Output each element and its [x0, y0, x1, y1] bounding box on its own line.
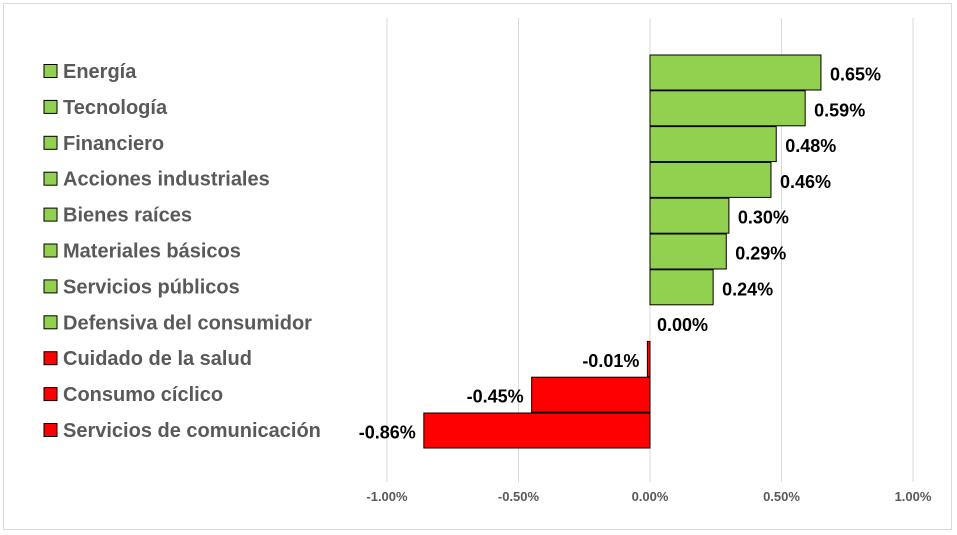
- bar-10: [423, 412, 651, 449]
- value-label-0: 0.65%: [830, 65, 881, 85]
- x-tick-label-3: 0.50%: [763, 489, 800, 504]
- value-label-2: 0.48%: [785, 136, 836, 156]
- legend-swatch-8: [43, 351, 58, 366]
- legend: Energía Tecnología Financiero Acciones indu…: [43, 61, 321, 442]
- legend-label-4: Bienes raíces: [63, 205, 192, 227]
- legend-swatch-6: [43, 279, 58, 294]
- x-tick-label-0: -1.00%: [366, 489, 408, 504]
- value-label-4: 0.30%: [738, 208, 789, 228]
- x-tick-label-1: -0.50%: [498, 489, 540, 504]
- bar-0: [649, 54, 822, 91]
- bar-1: [649, 90, 806, 127]
- bar-2: [649, 126, 777, 163]
- legend-swatch-4: [43, 207, 58, 222]
- bar-6: [649, 269, 714, 306]
- legend-swatch-5: [43, 243, 58, 258]
- legend-swatch-1: [43, 99, 58, 114]
- bar-8: [646, 340, 651, 377]
- legend-swatch-7: [43, 315, 58, 330]
- x-tick-label-2: 0.00%: [632, 489, 669, 504]
- legend-swatch-0: [43, 64, 58, 78]
- x-tick-label-4: 1.00%: [895, 489, 932, 504]
- x-axis-ticks: -1.00% -0.50% 0.00% 0.50% 1.00%: [366, 489, 931, 504]
- value-label-8: -0.01%: [582, 351, 639, 371]
- legend-label-6: Servicios públicos: [63, 276, 240, 298]
- bars: [423, 54, 822, 449]
- legend-label-0: Energía: [63, 61, 137, 83]
- value-label-6: 0.24%: [722, 279, 773, 299]
- value-label-3: 0.46%: [780, 172, 831, 192]
- legend-swatch-9: [43, 387, 58, 402]
- value-label-7: 0.00%: [657, 315, 708, 335]
- legend-swatch-3: [43, 171, 58, 186]
- legend-label-7: Defensiva del consumidor: [63, 312, 312, 334]
- bar-9: [531, 376, 651, 413]
- value-labels: 0.65% 0.59% 0.48% 0.46% 0.30% 0.29% 0.24% 0.00%…: [359, 65, 881, 443]
- value-label-9: -0.45%: [467, 387, 524, 407]
- value-label-1: 0.59%: [814, 100, 865, 120]
- value-label-10: -0.86%: [359, 423, 416, 443]
- bar-4: [649, 197, 730, 234]
- legend-label-2: Financiero: [63, 133, 164, 155]
- legend-label-9: Consumo cíclico: [63, 384, 223, 406]
- legend-label-3: Acciones industriales: [63, 169, 270, 191]
- legend-swatch-10: [43, 423, 58, 437]
- legend-label-5: Materiales básicos: [63, 241, 241, 263]
- legend-swatch-2: [43, 135, 58, 150]
- value-label-5: 0.29%: [735, 244, 786, 264]
- legend-label-8: Cuidado de la salud: [63, 348, 252, 370]
- legend-label-1: Tecnología: [63, 97, 168, 119]
- legend-label-10: Servicios de comunicación: [63, 420, 321, 442]
- bar-3: [649, 161, 772, 198]
- bar-5: [649, 233, 727, 270]
